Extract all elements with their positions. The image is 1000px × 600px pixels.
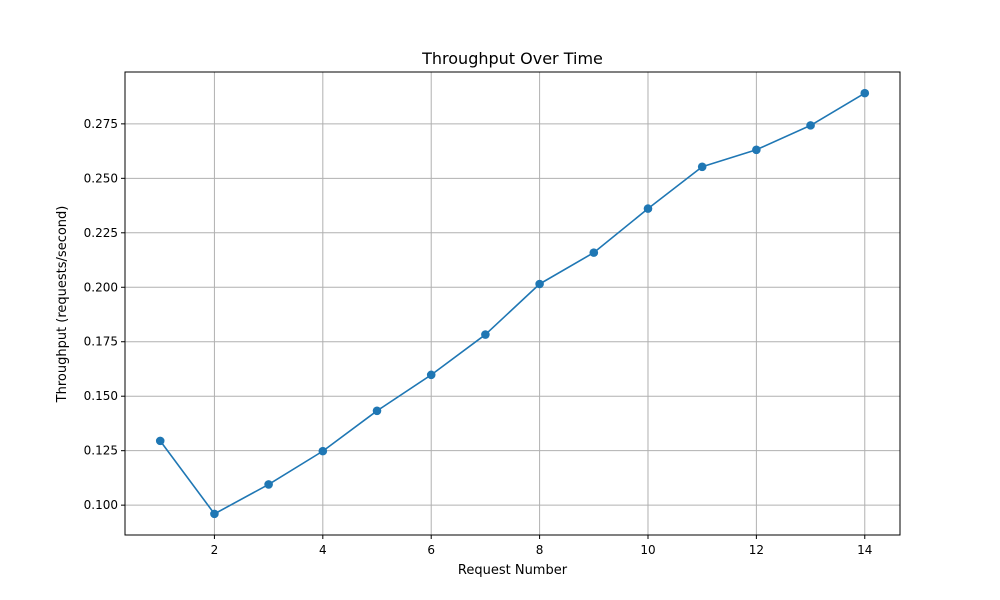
y-tick-label: 0.125: [84, 444, 118, 458]
ticks: 2 4 6 8 10 12 14 0.100 0.125 0.150 0.175 0.200 0.225…: [84, 117, 873, 557]
x-tick-label: 2: [211, 543, 219, 557]
data-point: [481, 330, 490, 339]
data-point: [155, 436, 165, 446]
plot-area-frame: [124, 71, 901, 536]
y-tick-label: 0.200: [84, 280, 118, 294]
data-point: [210, 509, 219, 519]
y-axis-label: Throughput (requests/second): [55, 206, 70, 404]
data-point: [860, 88, 870, 98]
x-axis-label: Request Number: [458, 563, 568, 578]
data-point: [426, 370, 436, 380]
x-tick-label: 12: [749, 543, 764, 557]
y-tick-label: 0.275: [84, 117, 118, 131]
series-group: [155, 88, 870, 519]
x-tick-label: 10: [640, 543, 655, 557]
chart-title: Throughput Over Time: [421, 49, 603, 68]
data-point: [372, 406, 382, 416]
x-tick-label: 14: [857, 543, 872, 557]
data-point: [697, 162, 707, 172]
y-tick-label: 0.250: [84, 171, 118, 185]
data-point: [643, 204, 653, 213]
series-line: [159, 92, 866, 515]
data-point: [752, 145, 761, 155]
x-tick-label: 8: [536, 543, 544, 557]
data-point: [589, 248, 599, 257]
data-point: [806, 121, 815, 130]
y-tick-label: 0.175: [84, 335, 118, 349]
y-tick-label: 0.100: [84, 498, 118, 512]
y-tick-label: 0.150: [84, 389, 118, 403]
grid: [125, 72, 900, 535]
data-point: [318, 446, 328, 456]
y-tick-label: 0.225: [84, 226, 118, 240]
data-point: [264, 480, 273, 489]
data-point: [535, 279, 544, 289]
x-tick-label: 4: [319, 543, 327, 557]
x-tick-label: 6: [427, 543, 435, 557]
